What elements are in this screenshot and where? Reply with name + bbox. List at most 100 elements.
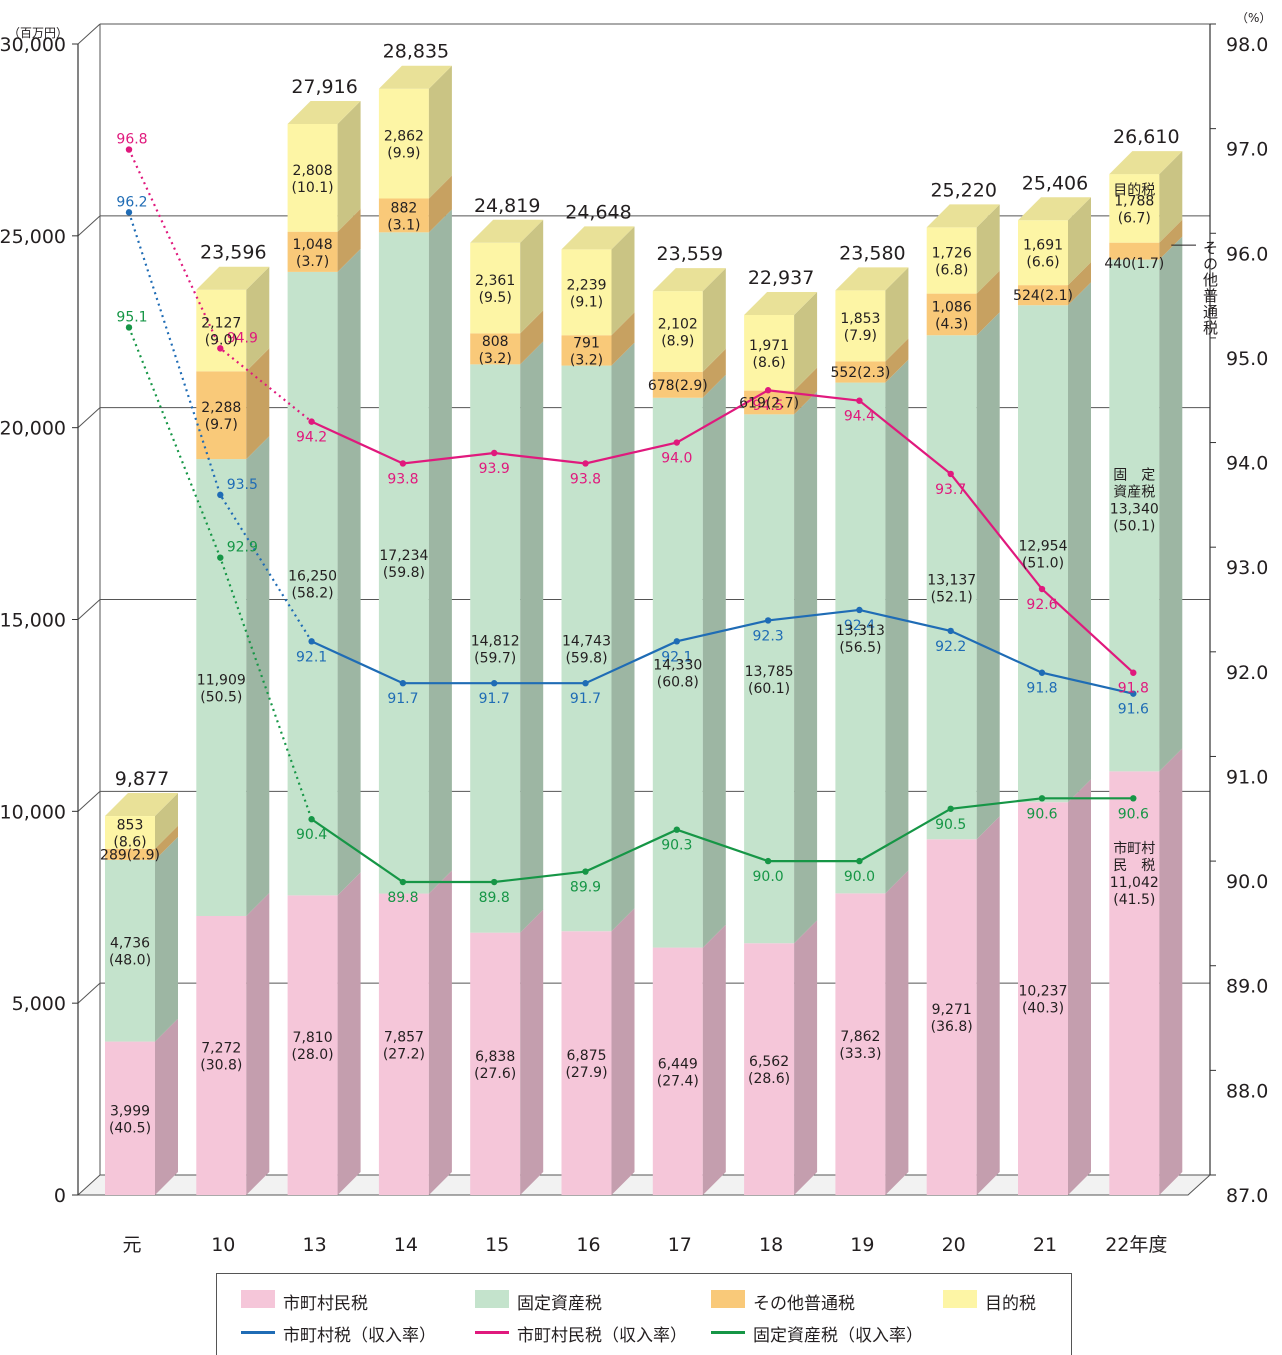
segment-value-label: 17,234: [379, 548, 428, 564]
bar-segment-top: [744, 291, 818, 315]
segment-share-label: (56.5): [839, 640, 881, 656]
segment-value-label: 13,313: [836, 623, 885, 639]
segment-label: 619(2.7): [739, 395, 799, 411]
bar-segment-front: [1018, 802, 1068, 1195]
bar-segment-top: [652, 268, 726, 292]
bar-segment-side: [246, 348, 270, 460]
bar-segment-side: [702, 348, 726, 398]
bar-segment-front: [196, 371, 247, 460]
bar-segment-side: [976, 204, 1000, 294]
bar-segment-front: [196, 289, 247, 372]
bar-segment-side: [1159, 219, 1183, 260]
rate-label: 96.2: [116, 194, 147, 210]
rate-point: [1038, 585, 1046, 593]
rate-line: [311, 389, 1135, 674]
segment-value-label: 2,361: [475, 273, 515, 289]
segment-share-label: (9.1): [570, 294, 603, 310]
left-tick-label: 10,000: [0, 801, 66, 823]
bar-segment-front: [196, 459, 247, 916]
grid-depth-line: [77, 407, 101, 429]
rate-point: [856, 397, 863, 404]
grid-depth-line: [77, 790, 101, 812]
bar-segment-side: [976, 312, 1000, 840]
bar-segment-front: [561, 931, 612, 1195]
bar-segment-front: [196, 915, 247, 1195]
bar-segment-front: [561, 249, 612, 336]
bar-segment-front: [105, 1041, 155, 1195]
category-label: 17: [668, 1234, 692, 1256]
bar-segment-front: [287, 231, 338, 272]
right-tick-label: 89.0: [1226, 976, 1268, 998]
bar-segment-top: [196, 266, 270, 290]
legend-label: 目的税: [985, 1294, 1036, 1314]
rate-label: 93.9: [479, 461, 510, 477]
rate-point: [764, 857, 772, 865]
bar-segment-side: [337, 248, 361, 896]
bar-segment-side: [1159, 236, 1183, 772]
category-label: 20: [942, 1234, 966, 1256]
bar-segment-side: [702, 924, 726, 1195]
rate-point: [308, 418, 315, 425]
bar-segment-front: [1018, 285, 1068, 306]
rate-point: [856, 857, 863, 865]
right-tick-label: 94.0: [1226, 453, 1268, 475]
segment-share-label: (59.8): [383, 565, 425, 581]
rate-point: [947, 805, 954, 812]
bar-segment-top: [561, 226, 635, 250]
segment-share-label: (51.0): [1022, 556, 1064, 572]
bar-segment-side: [702, 268, 726, 372]
segment-value-label: 1,726: [932, 246, 972, 262]
bar-segment-front: [287, 123, 338, 232]
bar-segment-front: [744, 314, 795, 391]
right-tick-label: 98.0: [1226, 34, 1268, 56]
segment-value-label: 14,812: [471, 634, 520, 650]
segment-share-label: (60.1): [748, 681, 790, 697]
right-tick-label: 95.0: [1226, 348, 1268, 370]
rate-line: [311, 608, 1134, 695]
total-label: 28,835: [383, 41, 449, 63]
bar-segment-side: [794, 291, 818, 391]
bar-segment-side: [611, 342, 635, 932]
bar-segment-side: [520, 219, 544, 334]
segment-value-label: 853: [117, 817, 144, 833]
bar-segment-side: [885, 359, 909, 894]
segment-value-label: 12,954: [1019, 539, 1068, 555]
segment-share-label: (9.7): [205, 417, 238, 433]
segment-share-label: (6.7): [1118, 210, 1151, 226]
total-label: 24,819: [474, 195, 540, 217]
segment-value-label: 14,743: [562, 633, 611, 649]
bar-segment-front: [378, 893, 429, 1195]
bar-segment-front: [835, 361, 886, 383]
bar-segment-top: [378, 65, 452, 89]
segment-value-label: 2,127: [201, 316, 241, 332]
segment-share-label: (36.8): [931, 1019, 973, 1035]
total-label: 23,580: [839, 242, 905, 264]
segment-value-label: 13,137: [927, 572, 976, 588]
rate-label: 91.8: [1118, 681, 1149, 697]
bar-segment-side: [337, 100, 361, 232]
category-label: 14: [394, 1234, 418, 1256]
rate-point: [217, 554, 224, 561]
segment-label: 524(2.1): [1013, 288, 1073, 304]
bar-segment-side: [246, 266, 270, 372]
bar-segment-side: [337, 872, 361, 1195]
segment-share-label: (40.3): [1022, 1001, 1064, 1017]
rate-point: [673, 439, 680, 446]
segment-value-label: 16,250: [288, 569, 337, 585]
right-tick-label: 88.0: [1226, 1080, 1268, 1102]
rate-label: 90.0: [753, 869, 784, 885]
rate-point: [856, 606, 863, 614]
segment-share-label: (9.5): [479, 290, 512, 306]
rate-point: [491, 449, 498, 457]
left-tick-label: 30,000: [0, 34, 66, 56]
rate-label: 90.4: [296, 827, 327, 843]
bar-segment-top: [287, 100, 361, 124]
legend-label: 固定資産税: [517, 1294, 602, 1314]
right-axis-unit: （%）: [1236, 11, 1271, 25]
segment-share-label: (30.8): [200, 1057, 242, 1073]
segment-value-label: 13,340: [1110, 501, 1159, 517]
bar-segment-front: [287, 271, 338, 896]
segment-share-label: (41.5): [1113, 892, 1155, 908]
rate-label: 91.7: [570, 691, 601, 707]
right-tick-label: 90.0: [1226, 871, 1268, 893]
